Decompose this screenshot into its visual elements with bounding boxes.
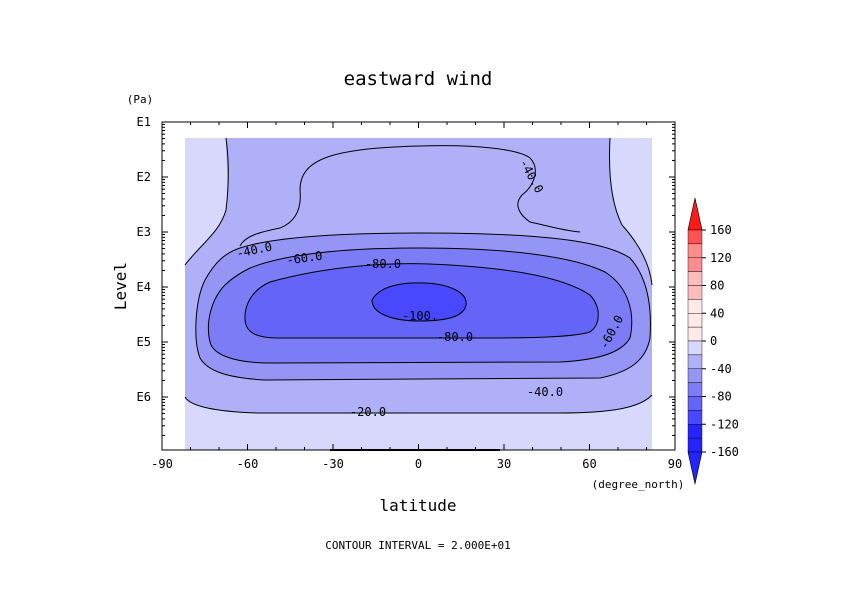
colorbar-label: 0 bbox=[710, 334, 717, 348]
x-axis: -90 -60 -30 0 30 60 90 bbox=[151, 122, 682, 471]
colorbar-band bbox=[687, 410, 703, 425]
colorbar-label: 120 bbox=[710, 251, 732, 265]
x-tick-label: -60 bbox=[237, 457, 259, 471]
contour-label: -40.0 bbox=[527, 385, 563, 399]
contour-label: -80.0 bbox=[437, 330, 473, 344]
contour-line-neg40-upper-left bbox=[239, 189, 301, 247]
colorbar-label: -120 bbox=[710, 417, 739, 431]
colorbar-label: -40 bbox=[710, 362, 732, 376]
contour-label: -100. bbox=[402, 309, 438, 323]
colorbar-label: 160 bbox=[710, 223, 732, 237]
contour-line-neg100 bbox=[371, 282, 467, 322]
x-tick-label: 90 bbox=[668, 457, 682, 471]
colorbar-top-arrow bbox=[687, 197, 703, 231]
colorbar: 160 120 80 40 0 -40 -80 -120 -160 bbox=[687, 197, 739, 485]
y-tick-label: E6 bbox=[137, 390, 151, 404]
contour-line-neg40-upper bbox=[299, 145, 581, 233]
y-tick-label: E5 bbox=[137, 335, 151, 349]
x-unit-label: (degree_north) bbox=[592, 478, 685, 491]
contour-fills bbox=[185, 138, 652, 450]
contour-line-neg60 bbox=[207, 247, 633, 364]
colorbar-band bbox=[687, 243, 703, 258]
colorbar-band bbox=[687, 299, 703, 314]
y-axis-title: Level bbox=[111, 262, 130, 310]
colorbar-band bbox=[687, 229, 703, 245]
colorbar-band bbox=[687, 437, 703, 453]
x-tick-label: 60 bbox=[582, 457, 596, 471]
colorbar-band bbox=[687, 313, 703, 328]
colorbar-label: 80 bbox=[710, 279, 724, 293]
y-unit-label: (Pa) bbox=[127, 93, 154, 106]
colorbar-band bbox=[687, 368, 703, 383]
chart-title: eastward wind bbox=[344, 68, 493, 90]
colorbar-band bbox=[687, 326, 703, 342]
x-tick-label: 30 bbox=[497, 457, 511, 471]
x-axis-title: latitude bbox=[379, 496, 456, 515]
colorbar-band bbox=[687, 285, 703, 300]
contour-line-neg20-left bbox=[184, 137, 229, 266]
contour-label: -20.0 bbox=[350, 405, 386, 419]
contour-label: -80.0 bbox=[365, 257, 401, 271]
contour-lines bbox=[184, 137, 653, 414]
y-tick-label: E3 bbox=[137, 225, 151, 239]
y-tick-label: E4 bbox=[137, 280, 151, 294]
contour-interval-text: CONTOUR INTERVAL = 2.000E+01 bbox=[325, 539, 510, 552]
colorbar-band bbox=[687, 354, 703, 369]
colorbar-bottom-arrow bbox=[687, 451, 703, 485]
colorbar-band bbox=[687, 340, 703, 356]
contour-line-neg20-right bbox=[609, 137, 653, 286]
colorbar-band bbox=[687, 382, 703, 397]
contour-label: -60.0 bbox=[286, 249, 324, 268]
colorbar-band bbox=[687, 424, 703, 439]
colorbar-label: -160 bbox=[710, 445, 739, 459]
contour-line-neg20-lower bbox=[184, 394, 653, 414]
x-tick-label: 0 bbox=[415, 457, 422, 471]
colorbar-band bbox=[687, 396, 703, 411]
y-tick-label: E2 bbox=[137, 170, 151, 184]
x-tick-label: -90 bbox=[151, 457, 173, 471]
fill-band-neg-120-100 bbox=[372, 282, 467, 321]
y-tick-label: E1 bbox=[137, 115, 151, 129]
y-axis: E1 E2 E3 E4 E5 E6 bbox=[137, 115, 675, 436]
contour-line-neg40-outer bbox=[195, 232, 651, 381]
colorbar-band bbox=[687, 257, 703, 272]
x-tick-label: -30 bbox=[322, 457, 344, 471]
colorbar-band bbox=[687, 271, 703, 286]
contour-line-neg80 bbox=[244, 263, 599, 339]
colorbar-label: 40 bbox=[710, 306, 724, 320]
colorbar-label: -80 bbox=[710, 390, 732, 404]
